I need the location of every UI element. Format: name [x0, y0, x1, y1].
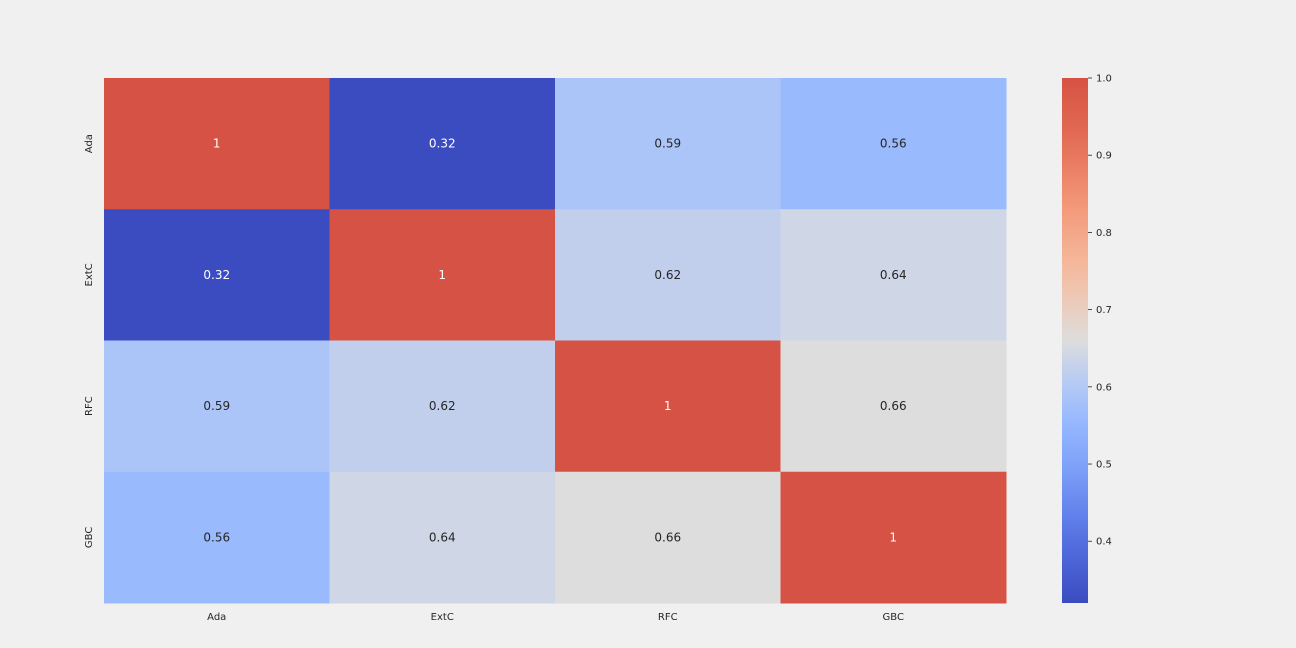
colorbar-tick-label: 0.4	[1096, 537, 1112, 548]
x-tick-label: RFC	[658, 612, 678, 623]
heatmap-cell	[780, 209, 1007, 341]
colorbar-tick-label: 0.6	[1096, 382, 1112, 393]
heatmap-cell	[104, 340, 330, 473]
heatmap-cell	[555, 471, 781, 604]
heatmap-cell-labels: 1 0.32 0.59 0.56 0.32 1 0.62 0.64 0.59 0.62 1 0.66 0…	[203, 137, 906, 545]
heatmap-cell	[329, 209, 556, 341]
heatmap-cell-label: 0.64	[880, 268, 907, 282]
heatmap-cell-label: 1	[438, 268, 446, 282]
colorbar-tick-label: 0.7	[1096, 305, 1112, 316]
heatmap-cell-label: 0.32	[203, 268, 230, 282]
heatmap-cell	[329, 340, 556, 473]
x-tick-label: Ada	[207, 612, 226, 623]
heatmap-cell-label: 0.62	[429, 399, 456, 413]
heatmap-cell-label: 0.64	[429, 530, 456, 544]
y-tick-label: RFC	[84, 396, 95, 416]
heatmap-cell	[104, 471, 330, 604]
x-tick-label: GBC	[883, 612, 904, 623]
heatmap-cell-label: 1	[213, 137, 221, 151]
heatmap-cells	[104, 78, 1007, 604]
heatmap-cell-label: 0.66	[654, 530, 681, 544]
heatmap-cell	[555, 340, 781, 473]
x-axis-tick-labels: Ada ExtC RFC GBC	[207, 612, 904, 623]
heatmap-cell	[104, 209, 330, 341]
heatmap-cell-label: 0.62	[654, 268, 681, 282]
heatmap-cell-label: 0.56	[203, 530, 230, 544]
heatmap-cell-label: 0.32	[429, 137, 456, 151]
heatmap-cell	[780, 340, 1007, 473]
colorbar-gradient	[1062, 78, 1088, 603]
colorbar-tick-label: 0.9	[1096, 151, 1112, 162]
heatmap-cell	[555, 78, 781, 210]
y-tick-label: GBC	[84, 527, 95, 548]
y-tick-label: ExtC	[84, 263, 95, 286]
heatmap-cell	[780, 471, 1007, 604]
heatmap-cell	[780, 78, 1007, 210]
heatmap-cell-label: 0.59	[654, 137, 681, 151]
heatmap-cell	[555, 209, 781, 341]
heatmap-cell-label: 1	[889, 530, 897, 544]
heatmap-cell	[329, 471, 556, 604]
colorbar-tick-label: 0.5	[1096, 460, 1112, 471]
x-tick-label: ExtC	[431, 612, 454, 623]
colorbar-tick-label: 0.8	[1096, 228, 1112, 239]
heatmap-cell-label: 1	[664, 399, 672, 413]
colorbar: 0.4 0.5 0.6 0.7 0.8 0.9 1.0	[1062, 74, 1112, 603]
heatmap-cell-label: 0.56	[880, 137, 907, 151]
heatmap-cell	[329, 78, 556, 210]
heatmap-cell-label: 0.59	[203, 399, 230, 413]
colorbar-tick-label: 1.0	[1096, 74, 1112, 85]
heatmap-cell-label: 0.66	[880, 399, 907, 413]
heatmap-cell	[104, 78, 330, 210]
y-tick-label: Ada	[84, 134, 95, 153]
y-axis-tick-labels: Ada ExtC RFC GBC	[84, 134, 95, 548]
